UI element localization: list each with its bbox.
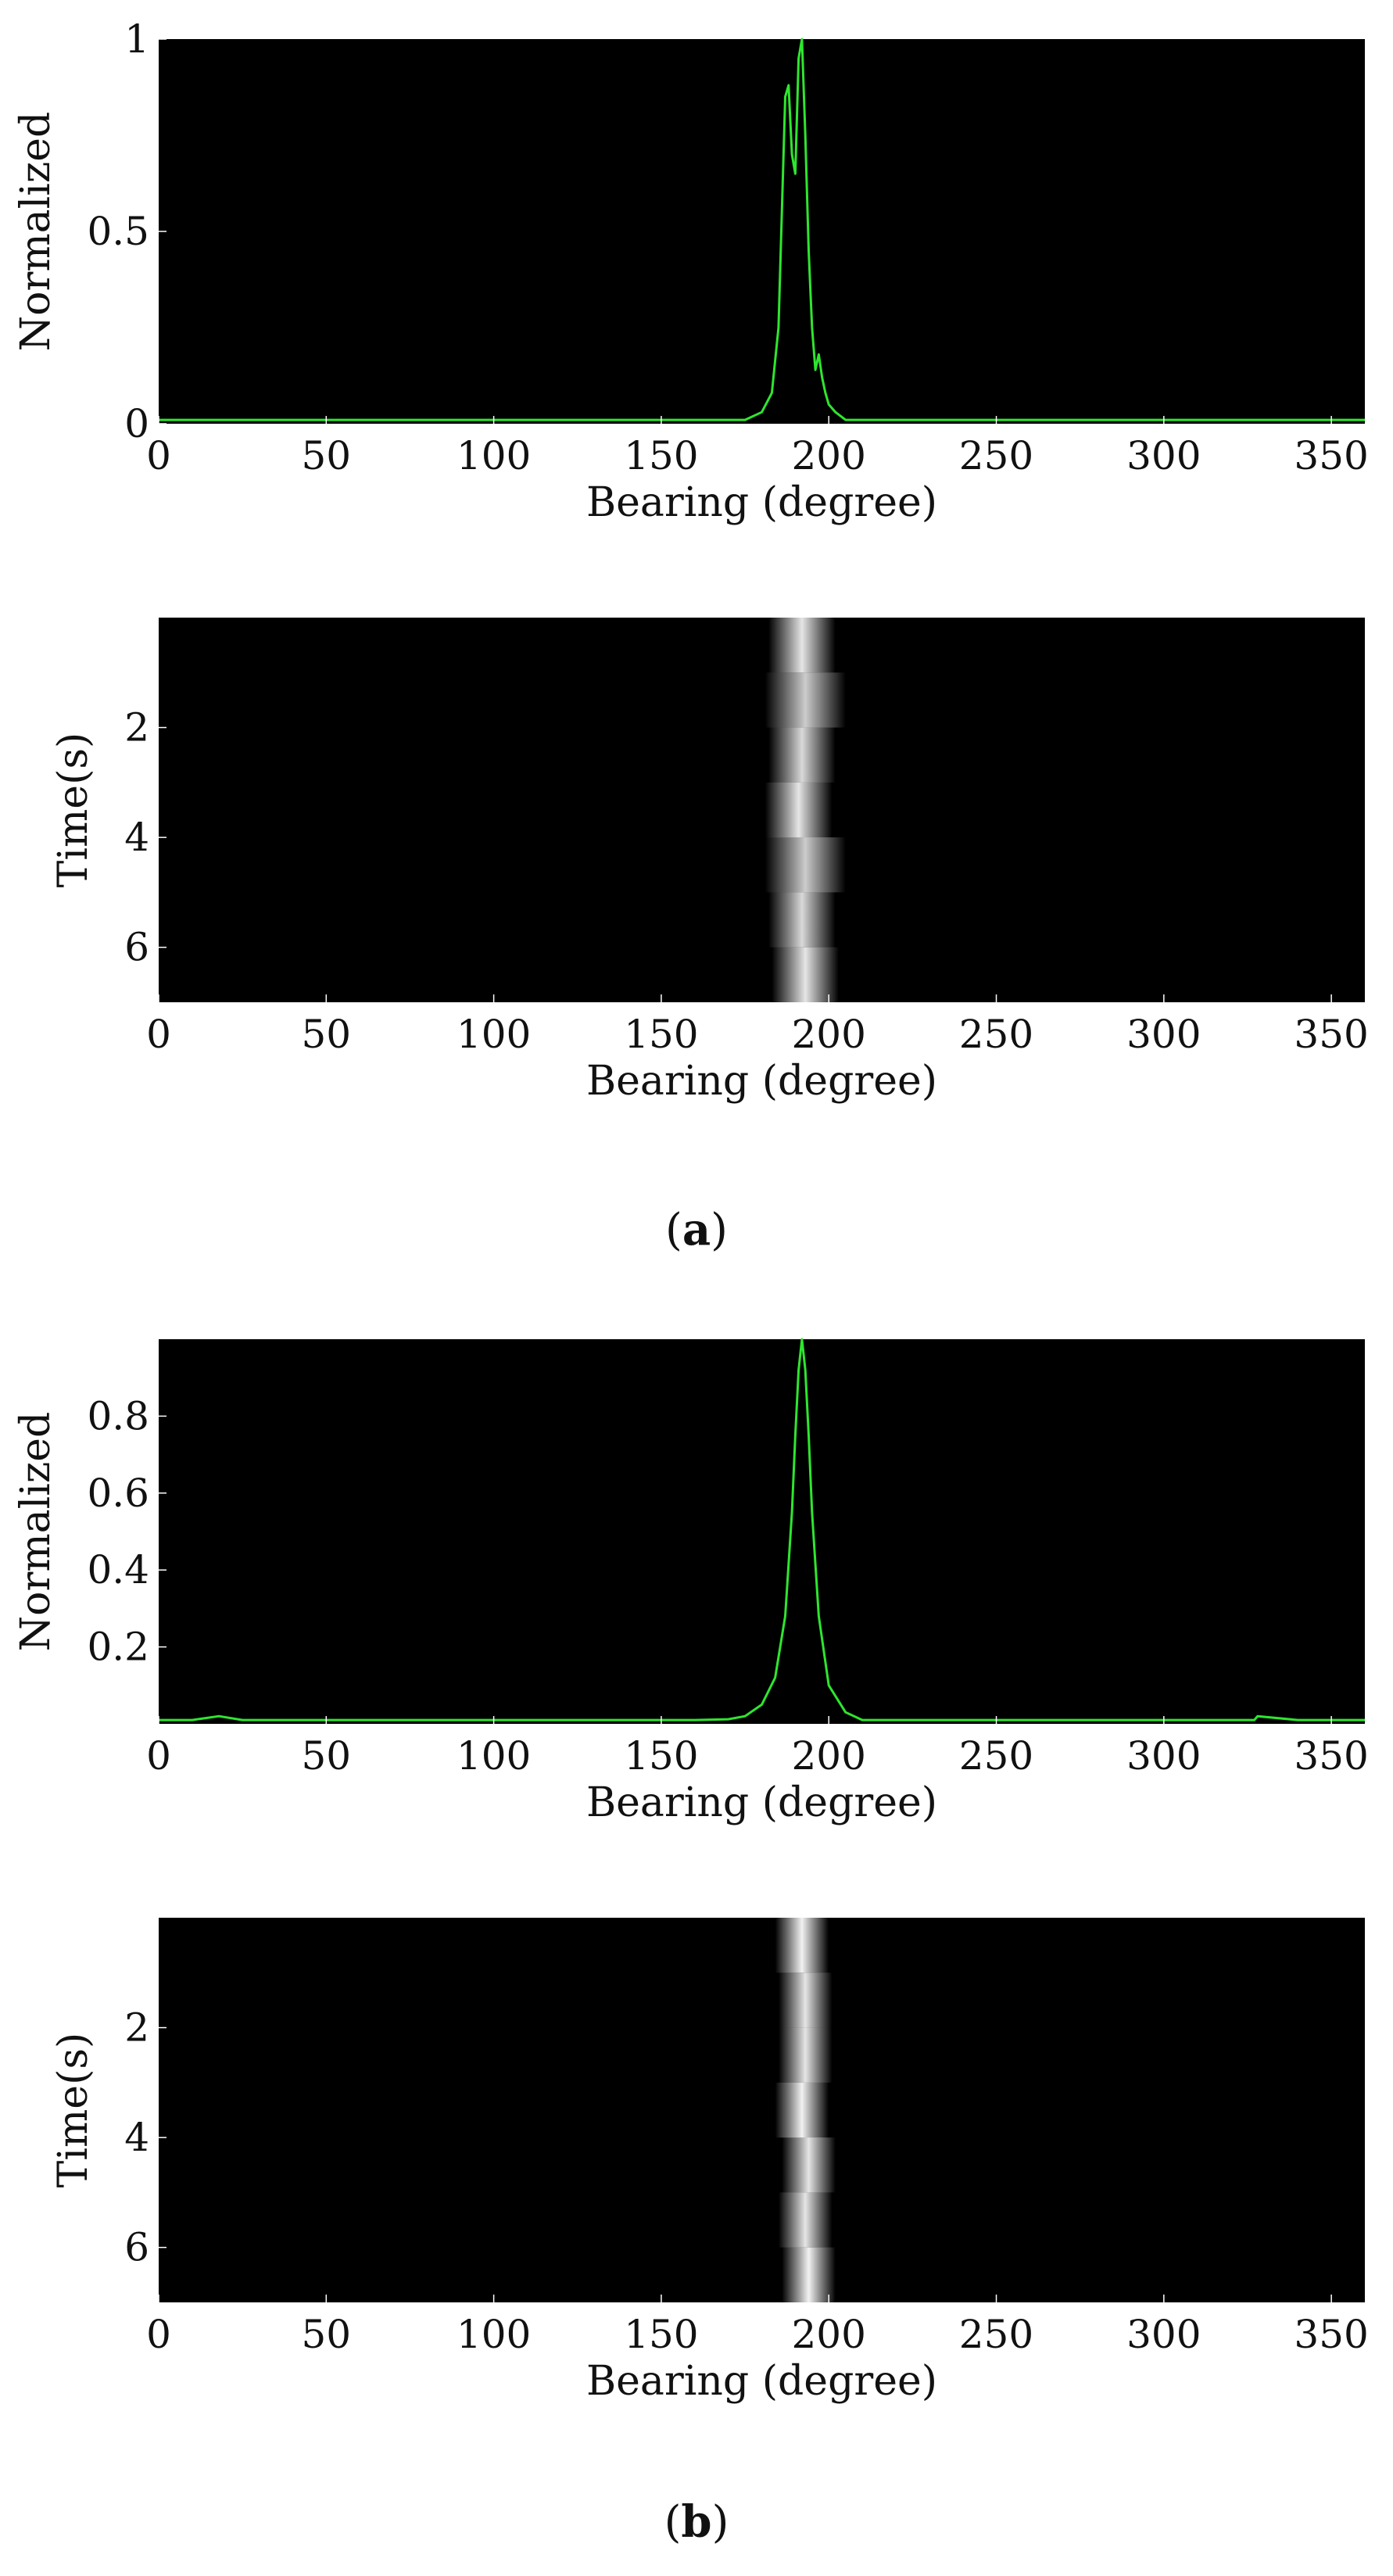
- x-tick-label: 200: [792, 1733, 866, 1779]
- x-axis-label: Bearing (degree): [586, 479, 937, 526]
- x-tick-label: 150: [624, 433, 698, 478]
- bearing-trace-cell: [778, 2192, 833, 2248]
- y-tick-label: 0.6: [87, 1471, 149, 1516]
- x-tick-label: 200: [792, 2312, 866, 2357]
- x-tick-label: 100: [457, 1733, 531, 1779]
- x-tick-label: 50: [301, 1733, 351, 1779]
- panel-b-line-plot: 0 50 100 150 200 250 300 350 0.2 0.4 0.6 0.8 Bearing…: [13, 1338, 1369, 1826]
- x-tick-label: 250: [959, 1012, 1033, 1057]
- plot-area: [159, 1918, 1365, 2302]
- x-tick-label: 0: [146, 1733, 171, 1779]
- bearing-trace-cell: [768, 618, 836, 673]
- bearing-trace-cell: [768, 892, 836, 948]
- y-tick-label: 0.2: [87, 1625, 149, 1670]
- x-tick-label: 350: [1294, 1012, 1368, 1057]
- panel-b-bearing-time-plot: 0 50 100 150 200 250 300 350 2 4 6 Bearing (degree)…: [50, 1918, 1369, 2405]
- series-line: [159, 38, 1365, 421]
- y-axis-label: Normalized: [13, 1412, 59, 1652]
- x-tick-label: 350: [1294, 433, 1368, 478]
- caption-b: (b): [664, 2496, 729, 2548]
- plot-area: [159, 39, 1365, 424]
- x-tick-label: 200: [792, 433, 866, 478]
- x-tick-label: 350: [1294, 2312, 1368, 2357]
- y-axis-label: Normalized: [13, 112, 59, 352]
- bearing-trace-cell: [765, 837, 846, 893]
- x-tick-label: 150: [624, 1012, 698, 1057]
- x-axis-label: Bearing (degree): [586, 1779, 937, 1826]
- caption-a: (a): [665, 1204, 728, 1256]
- y-tick-label: 0.8: [87, 1393, 149, 1438]
- y-tick-label: 1: [124, 16, 149, 62]
- y-tick-label: 6: [124, 925, 149, 970]
- x-tick-label: 100: [457, 433, 531, 478]
- x-tick-label: 150: [624, 1733, 698, 1779]
- x-tick-label: 0: [146, 2312, 171, 2357]
- x-tick-label: 350: [1294, 1733, 1368, 1779]
- bearing-trace-cell: [765, 672, 846, 728]
- y-tick-label: 2: [124, 2005, 149, 2051]
- x-tick-label: 200: [792, 1012, 866, 1057]
- plot-area: [159, 618, 1365, 1002]
- x-tick-label: 0: [146, 433, 171, 478]
- x-tick-label: 50: [301, 1012, 351, 1057]
- bearing-trace-cell: [775, 1918, 829, 1973]
- bearing-trace-cell: [778, 1972, 833, 2028]
- y-tick-label: 4: [124, 2115, 149, 2160]
- bearing-trace-cell: [768, 727, 836, 783]
- y-tick-label: 2: [124, 705, 149, 751]
- bearing-trace-cell: [778, 2027, 833, 2083]
- x-axis-label: Bearing (degree): [586, 2358, 937, 2405]
- x-tick-label: 50: [301, 433, 351, 478]
- y-axis-label: Time(s): [50, 733, 97, 888]
- x-tick-label: 300: [1126, 433, 1201, 478]
- x-tick-label: 250: [959, 1733, 1033, 1779]
- series-line: [159, 1338, 1365, 1722]
- y-tick-label: 0.4: [87, 1547, 149, 1593]
- x-axis-label: Bearing (degree): [586, 1058, 937, 1105]
- y-tick-label: 6: [124, 2225, 149, 2270]
- x-tick-label: 0: [146, 1012, 171, 1057]
- x-tick-label: 50: [301, 2312, 351, 2357]
- y-tick-label: 4: [124, 815, 149, 860]
- panel-a-line-plot: 0 50 100 150 200 250 300 350 0 0.5 1 Bearing (degre…: [13, 16, 1369, 526]
- y-tick-label: 0: [124, 401, 149, 446]
- bearing-trace-cell: [782, 2137, 836, 2193]
- bearing-trace-cell: [775, 2082, 829, 2138]
- bearing-trace-cell: [765, 782, 833, 838]
- bearing-trace-cell: [772, 947, 840, 1002]
- x-tick-label: 250: [959, 2312, 1033, 2357]
- bearing-trace-cell: [782, 2247, 836, 2302]
- x-tick-label: 150: [624, 2312, 698, 2357]
- x-tick-label: 250: [959, 433, 1033, 478]
- y-axis-label: Time(s): [50, 2033, 97, 2188]
- x-tick-label: 300: [1126, 2312, 1201, 2357]
- panel-a-bearing-time-plot: 0 50 100 150 200 250 300 350 2 4 6 Bearing (degree)…: [50, 618, 1369, 1105]
- x-tick-label: 100: [457, 2312, 531, 2357]
- plot-area: [159, 1339, 1365, 1724]
- y-tick-label: 0.5: [87, 209, 149, 254]
- x-tick-label: 100: [457, 1012, 531, 1057]
- x-tick-label: 300: [1126, 1012, 1201, 1057]
- x-tick-label: 300: [1126, 1733, 1201, 1779]
